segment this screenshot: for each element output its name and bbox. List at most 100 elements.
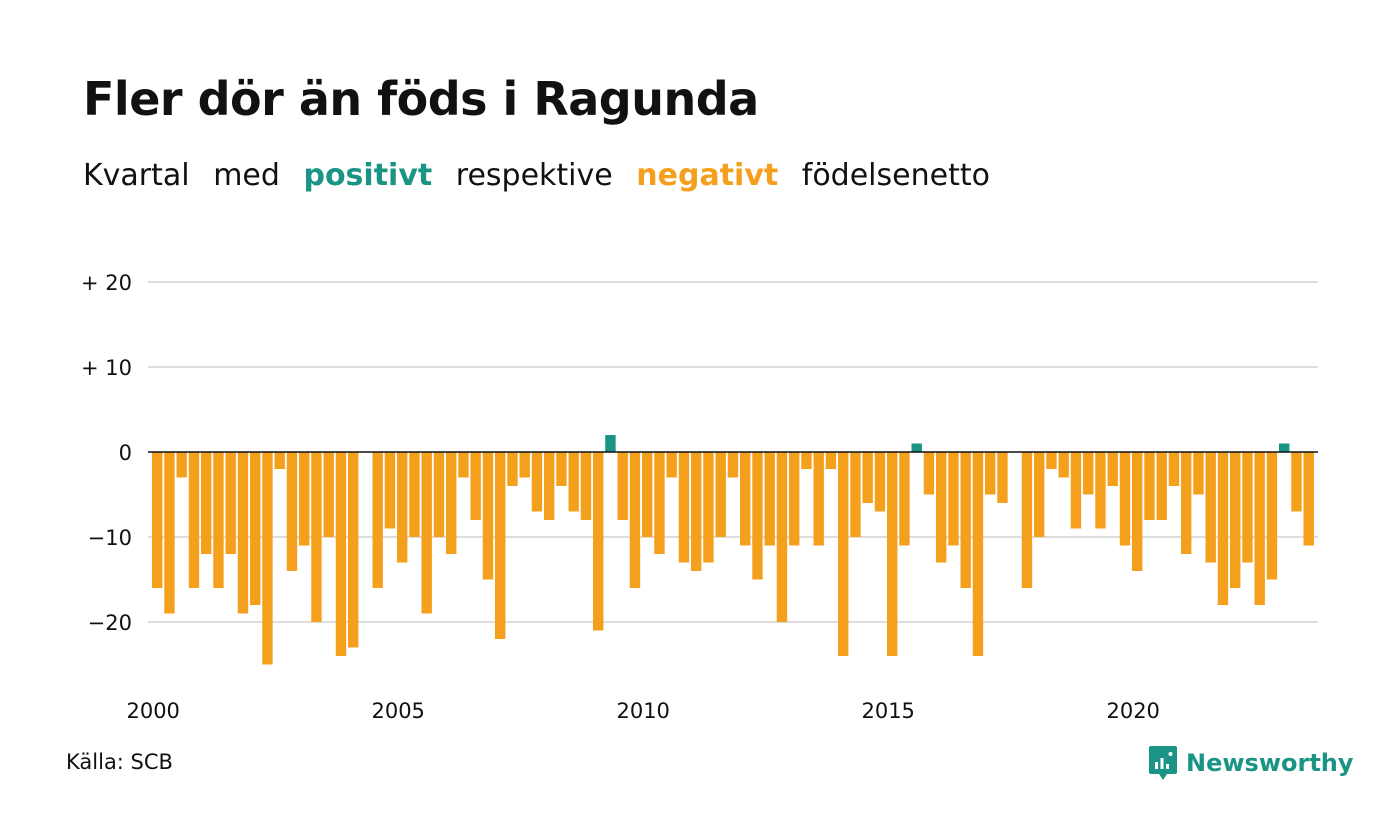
bar <box>911 443 922 452</box>
bar <box>617 452 628 520</box>
bar <box>1266 452 1278 580</box>
bar <box>1107 452 1118 486</box>
bar <box>1021 452 1033 588</box>
source-note: Källa: SCB <box>66 750 173 774</box>
bar <box>286 452 298 571</box>
bar <box>1242 452 1253 563</box>
bar <box>274 452 285 469</box>
bar <box>629 452 641 588</box>
bar <box>593 452 604 631</box>
bar <box>936 452 947 563</box>
bar <box>495 452 506 639</box>
chart-subtitle: Kvartal med positivt respektive negativt… <box>83 158 1004 193</box>
bar <box>384 452 396 529</box>
bar <box>262 452 273 665</box>
bar <box>850 452 861 537</box>
bar <box>1279 443 1290 452</box>
bar <box>1254 452 1265 605</box>
bar <box>642 452 653 537</box>
bar <box>164 452 175 614</box>
bar <box>789 452 800 546</box>
bar <box>568 452 579 512</box>
bar <box>1181 452 1192 554</box>
bar <box>678 452 690 563</box>
bar <box>874 452 886 512</box>
bar <box>948 452 959 546</box>
bar <box>519 452 530 478</box>
subtitle-positive-label: positivt <box>303 158 433 193</box>
bar <box>335 452 347 656</box>
bar <box>752 452 763 580</box>
subtitle-word: respektive <box>455 158 613 193</box>
bar <box>299 452 310 546</box>
chart-title: Fler dör än föds i Ragunda <box>83 72 759 126</box>
bar <box>1303 452 1314 546</box>
bar <box>1046 452 1057 469</box>
bar <box>801 452 812 469</box>
subtitle-negative-label: negativt <box>636 158 779 193</box>
bar <box>1119 452 1131 546</box>
axis-layer: + 20 + 10 0 −10 −20 2000 2005 2010 2015 2020 <box>81 271 1318 723</box>
bar <box>421 452 432 614</box>
bar <box>1095 452 1106 529</box>
bar <box>887 452 898 656</box>
bar <box>1070 452 1082 529</box>
bar <box>544 452 555 520</box>
bar <box>1205 452 1216 563</box>
bar <box>250 452 261 605</box>
bar <box>213 452 224 588</box>
bar <box>482 452 494 580</box>
bar <box>1058 452 1069 478</box>
bar <box>923 452 935 495</box>
bar <box>1156 452 1167 520</box>
bar <box>531 452 543 512</box>
bar <box>372 452 383 588</box>
bar <box>1144 452 1155 520</box>
bar <box>740 452 751 546</box>
bar <box>813 452 824 546</box>
bar <box>409 452 420 537</box>
bar <box>201 452 212 554</box>
bar <box>225 452 236 554</box>
bar <box>1034 452 1045 537</box>
y-tick-label: + 10 <box>81 356 132 380</box>
bar <box>691 452 702 571</box>
bar <box>960 452 971 588</box>
bar <box>985 452 996 495</box>
subtitle-word: Kvartal <box>83 158 190 193</box>
bar <box>446 452 457 554</box>
subtitle-word: med <box>213 158 280 193</box>
bar <box>237 452 249 614</box>
x-tick-label: 2005 <box>371 699 424 723</box>
bar <box>507 452 518 486</box>
bar <box>1083 452 1094 495</box>
y-tick-label: −10 <box>88 526 132 550</box>
bar <box>311 452 322 622</box>
bar <box>580 452 592 520</box>
bar <box>715 452 726 537</box>
bar <box>1132 452 1143 571</box>
bar <box>556 452 567 486</box>
bar <box>1217 452 1229 605</box>
x-tick-label: 2020 <box>1106 699 1159 723</box>
bar <box>838 452 849 656</box>
bar <box>972 452 984 656</box>
y-tick-label: + 20 <box>81 271 132 295</box>
bar <box>323 452 334 537</box>
brand-name: Newsworthy <box>1186 749 1354 777</box>
bar <box>1168 452 1180 486</box>
bar <box>703 452 714 563</box>
bar <box>176 452 187 478</box>
x-tick-label: 2000 <box>126 699 179 723</box>
bar <box>397 452 408 563</box>
bar <box>1193 452 1204 495</box>
bar <box>776 452 788 622</box>
newsworthy-logo-icon <box>1149 746 1177 780</box>
newsworthy-logo: Newsworthy <box>1148 743 1354 783</box>
bar <box>899 452 910 546</box>
bar <box>654 452 665 554</box>
bar <box>348 452 359 648</box>
bar <box>1291 452 1302 512</box>
bar <box>727 452 739 478</box>
